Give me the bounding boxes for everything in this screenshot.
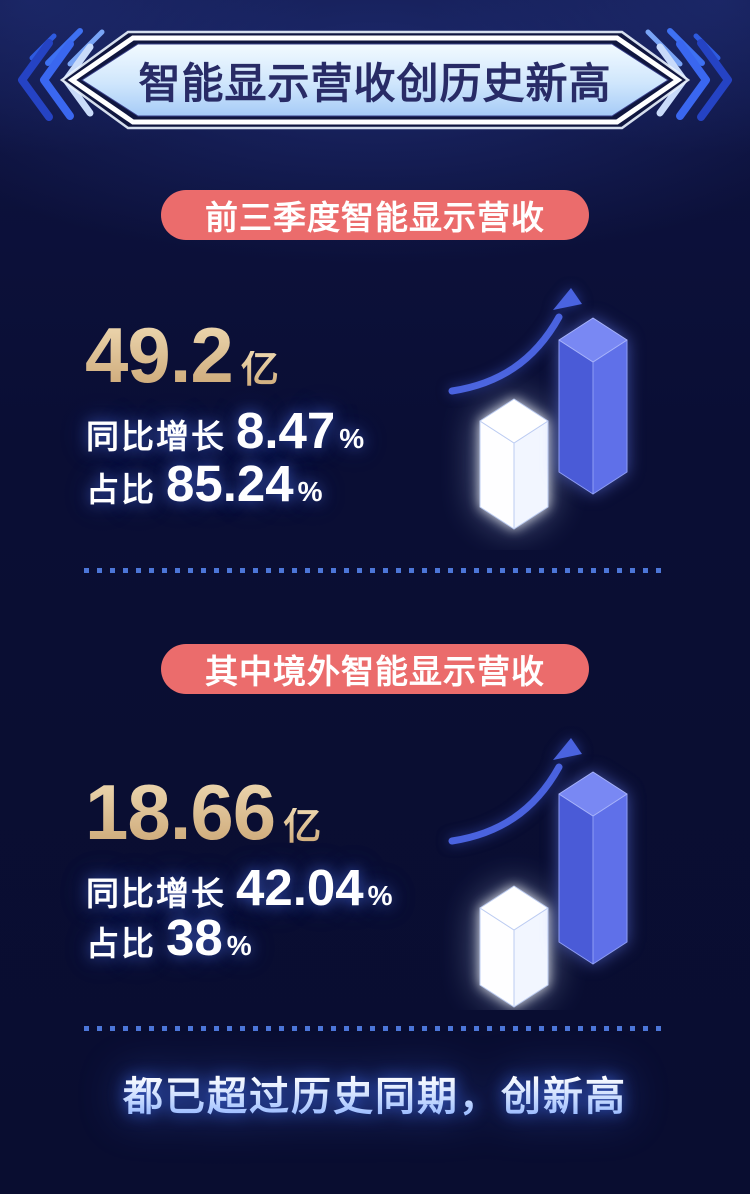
growth-value: 42.04 [236, 859, 364, 916]
share-label: 占比 [86, 471, 156, 508]
section-1-growth: 同比增长 8.47 % [86, 405, 364, 456]
section-2-growth: 同比增长 42.04 % [86, 862, 393, 913]
footer-slogan: 都已超过历史同期，创新高 [0, 1068, 750, 1119]
growth-label: 同比增长 [86, 418, 226, 455]
growth-bars-illustration-1 [448, 288, 628, 530]
section-1-amount-unit: 亿 [240, 349, 279, 391]
section-2-amount: 18.66 亿 [85, 773, 321, 851]
section-1-amount: 49.2 亿 [85, 316, 279, 394]
growth-unit: % [339, 423, 365, 454]
share-unit: % [297, 476, 323, 507]
growth-unit: % [367, 880, 393, 911]
white-3d-bar [479, 885, 549, 1008]
page-title: 智能显示营收创历史新高 [138, 59, 612, 107]
section-1-share: 占比 85.24 % [86, 458, 323, 509]
share-value: 38 [166, 909, 223, 966]
growth-bars-illustration-2 [448, 738, 628, 1008]
dotted-divider [84, 1026, 666, 1031]
dotted-divider [84, 568, 666, 573]
up-arrow-icon [448, 288, 582, 395]
white-3d-bar [479, 398, 549, 530]
share-label: 占比 [86, 925, 156, 962]
share-value: 85.24 [166, 455, 294, 512]
blue-3d-bar [558, 771, 628, 965]
share-unit: % [226, 930, 252, 961]
banner-hexagon [59, 30, 691, 130]
section-2-amount-unit: 亿 [283, 806, 322, 848]
section-1-badge: 前三季度智能显示营收 [161, 190, 589, 240]
blue-3d-bar [558, 317, 628, 495]
header-banner [18, 28, 732, 130]
section-2-badge: 其中境外智能显示营收 [161, 644, 589, 694]
section-2-amount-value: 18.66 [85, 768, 276, 856]
growth-value: 8.47 [236, 402, 336, 459]
up-arrow-icon [448, 738, 582, 845]
growth-label: 同比增长 [86, 875, 226, 912]
section-1-amount-value: 49.2 [85, 311, 234, 399]
section-2-share: 占比 38 % [86, 912, 252, 963]
